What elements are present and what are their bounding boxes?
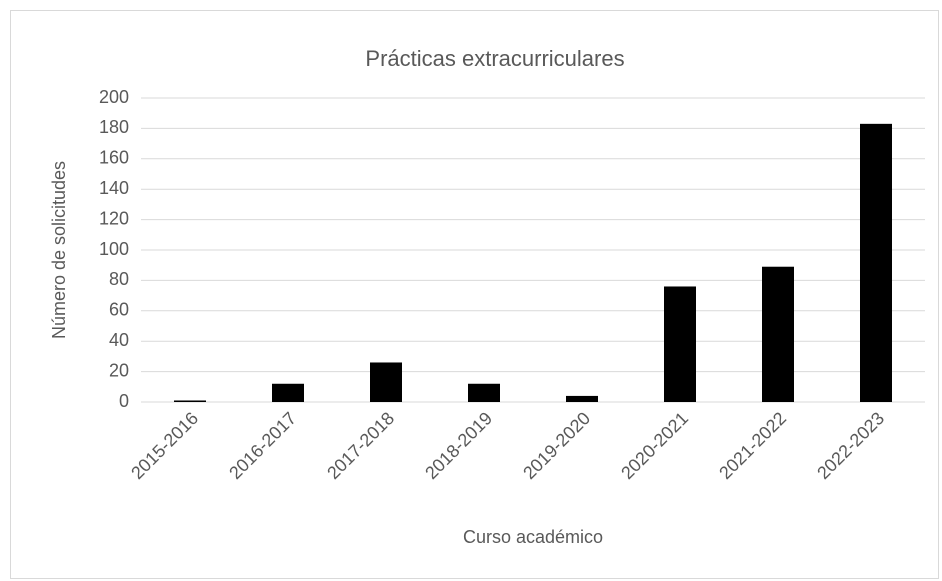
y-tick-label: 60 (109, 300, 129, 320)
chart-border (10, 10, 939, 579)
y-tick-label: 80 (109, 269, 129, 289)
y-tick-label: 180 (99, 117, 129, 137)
y-tick-label: 140 (99, 178, 129, 198)
y-tick-label: 0 (119, 391, 129, 411)
bar (860, 123, 892, 402)
y-tick-label: 40 (109, 330, 129, 350)
y-axis-label: Número de solicitudes (49, 161, 69, 339)
bar (272, 383, 304, 402)
y-tick-label: 20 (109, 360, 129, 380)
y-tick-label: 100 (99, 239, 129, 259)
bar (762, 266, 794, 402)
bar (174, 400, 206, 402)
y-tick-label: 200 (99, 87, 129, 107)
x-axis-label: Curso académico (463, 527, 603, 547)
bar (664, 286, 696, 402)
bar (370, 362, 402, 402)
bar (468, 383, 500, 402)
y-tick-label: 120 (99, 208, 129, 228)
chart-title: Prácticas extracurriculares (365, 46, 624, 71)
y-tick-label: 160 (99, 148, 129, 168)
bar (566, 395, 598, 402)
